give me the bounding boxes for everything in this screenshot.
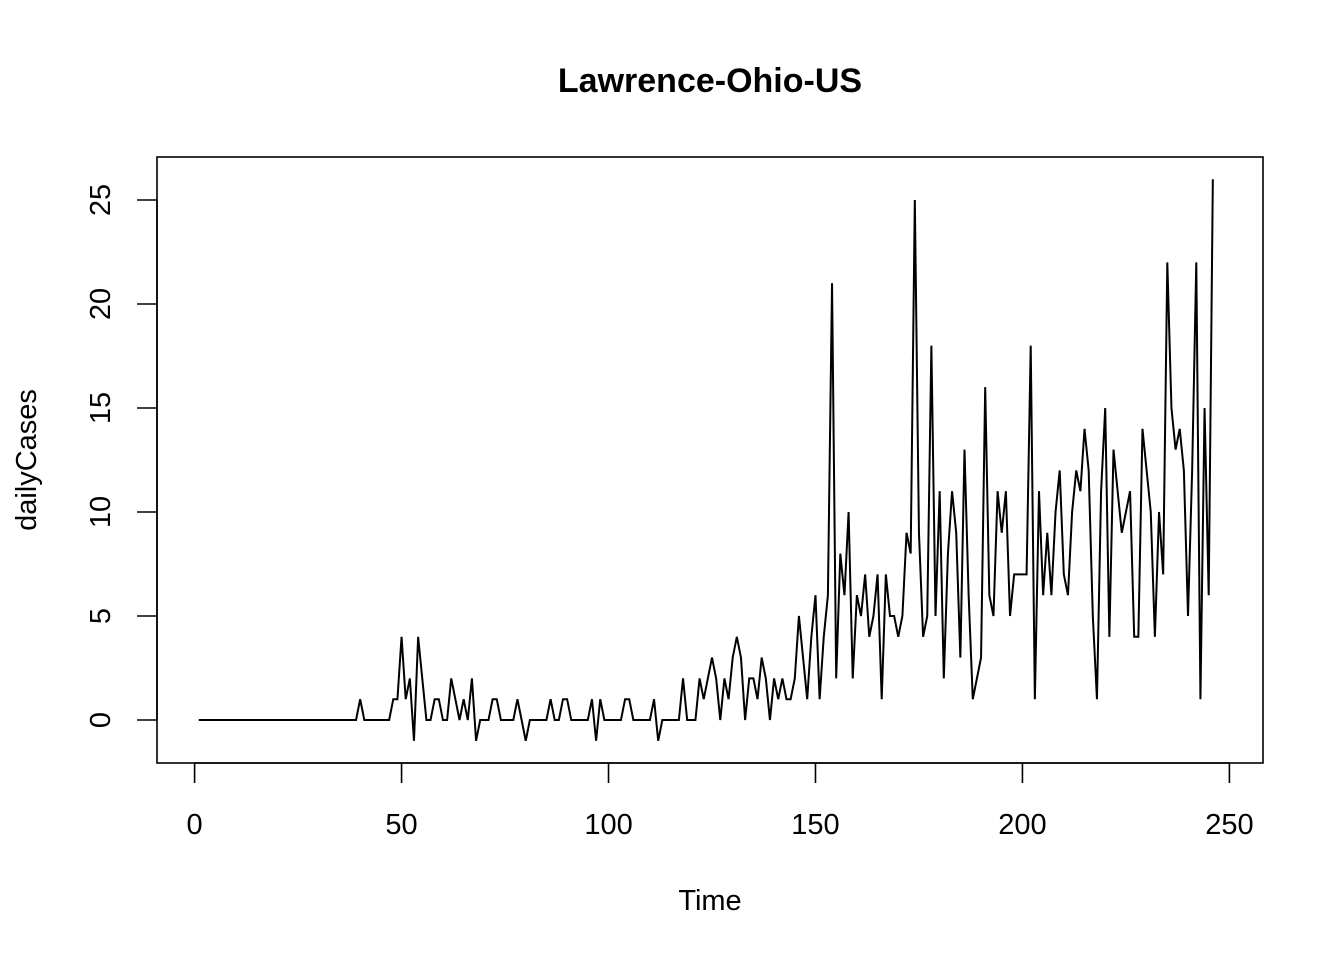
y-tick-label: 0 [85, 712, 117, 728]
series-line [199, 179, 1213, 741]
y-tick-label: 20 [85, 288, 117, 320]
x-tick-label: 200 [998, 809, 1046, 841]
y-tick-label: 15 [85, 392, 117, 424]
x-tick-label: 50 [385, 809, 417, 841]
y-tick-label: 25 [85, 184, 117, 216]
series-layer [199, 179, 1213, 741]
x-axis-label: Time [678, 885, 741, 917]
x-tick-label: 150 [791, 809, 839, 841]
y-tick-label: 10 [85, 496, 117, 528]
x-tick-label: 250 [1205, 809, 1253, 841]
x-tick-label: 100 [584, 809, 632, 841]
chart-title: Lawrence-Ohio-US [558, 62, 862, 100]
y-axis: 0 5 10 15 20 25 [85, 184, 157, 728]
x-axis: 0 50 100 150 200 250 [187, 763, 1254, 841]
y-axis-label: dailyCases [11, 389, 43, 531]
x-tick-label: 0 [187, 809, 203, 841]
y-tick-label: 5 [85, 608, 117, 624]
